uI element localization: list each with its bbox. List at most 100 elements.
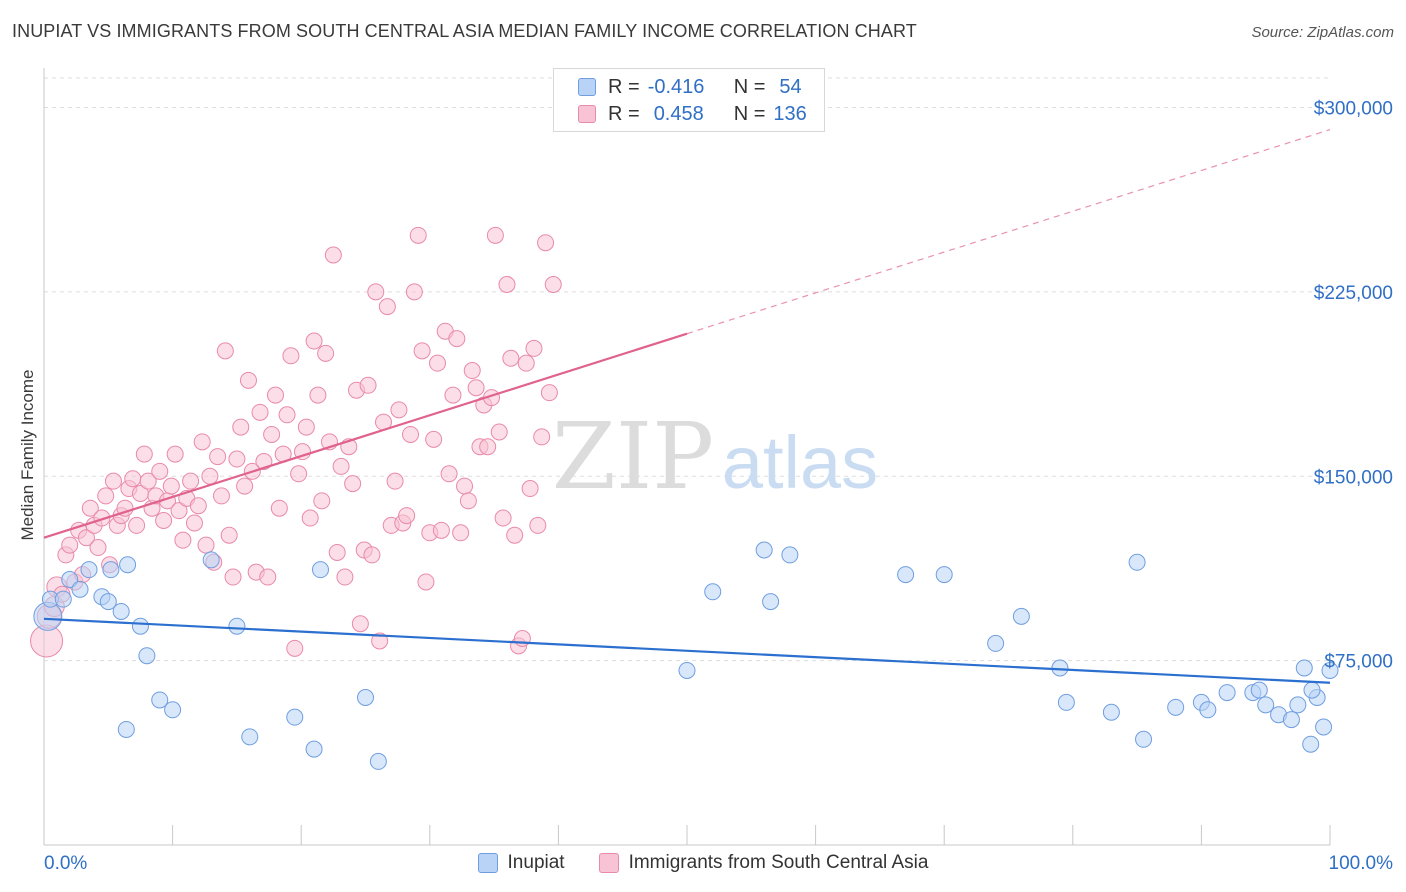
y-tick-label: $75,000 bbox=[1324, 652, 1393, 673]
inupiat-point bbox=[102, 561, 120, 579]
inupiat-point bbox=[1302, 735, 1320, 753]
trend-line-south-central-asia-extension bbox=[686, 129, 1331, 335]
trend-line-south-central-asia bbox=[43, 332, 688, 539]
legend-label-south-central-asia: Immigrants from South Central Asia bbox=[628, 852, 929, 873]
south-central-asia-point bbox=[297, 418, 315, 436]
south-central-asia-point bbox=[371, 632, 389, 650]
south-central-asia-point bbox=[81, 499, 99, 517]
south-central-asia-point bbox=[278, 406, 296, 424]
south-central-asia-point bbox=[425, 430, 443, 448]
south-central-asia-point bbox=[459, 492, 477, 510]
inupiat-point bbox=[112, 602, 130, 620]
trend-lines bbox=[43, 129, 1331, 684]
south-central-asia-point bbox=[139, 472, 157, 490]
inupiat-point bbox=[202, 551, 220, 569]
legend-item-south-central-asia[interactable]: Immigrants from South Central Asia bbox=[598, 852, 929, 874]
south-central-asia-point bbox=[286, 639, 304, 657]
legend-swatch-south-central-asia bbox=[578, 105, 596, 123]
inupiat-point bbox=[241, 728, 259, 746]
legend-row-inupiat: R = -0.416 N = 54 bbox=[578, 75, 802, 99]
watermark-zip: ZIP bbox=[552, 403, 714, 510]
inupiat-point bbox=[286, 708, 304, 726]
trend-line-inupiat bbox=[43, 617, 1331, 684]
inupiat-point bbox=[1102, 703, 1120, 721]
south-central-asia-point bbox=[151, 462, 169, 480]
south-central-asia-point bbox=[212, 487, 230, 505]
south-central-asia-point bbox=[363, 546, 381, 564]
south-central-asia-point bbox=[309, 386, 327, 404]
south-central-asia-point bbox=[525, 339, 543, 357]
inupiat-point bbox=[1315, 718, 1333, 736]
south-central-asia-point bbox=[448, 330, 466, 348]
south-central-asia-point bbox=[463, 362, 481, 380]
south-central-asia-point bbox=[517, 354, 535, 372]
tick-labels: $75,000 $150,000 $225,000 $300,000 0.0% 100.0… bbox=[44, 99, 1393, 875]
south-central-asia-point bbox=[544, 276, 562, 293]
south-central-asia-point bbox=[128, 516, 146, 534]
inupiat-point bbox=[99, 593, 117, 611]
south-central-asia-point bbox=[502, 349, 520, 367]
inupiat-point bbox=[1218, 684, 1236, 702]
south-central-asia-point bbox=[336, 568, 354, 586]
south-central-asia-point bbox=[239, 371, 257, 389]
south-central-asia-point bbox=[359, 376, 377, 394]
inupiat-point bbox=[164, 701, 182, 719]
south-central-asia-point bbox=[413, 342, 431, 360]
south-central-asia-point bbox=[467, 379, 485, 397]
south-central-asia-point bbox=[332, 457, 350, 475]
inupiat-point bbox=[1012, 607, 1030, 625]
south-central-asia-point bbox=[540, 384, 558, 402]
inupiat-point bbox=[1135, 730, 1153, 748]
south-central-asia-point bbox=[174, 531, 192, 549]
south-central-asia-point bbox=[155, 512, 173, 529]
inupiat-point bbox=[755, 541, 773, 559]
south-central-asia-point bbox=[305, 332, 323, 350]
inupiat-point bbox=[1257, 696, 1275, 714]
south-central-asia-point bbox=[220, 526, 238, 544]
south-central-asia-point bbox=[197, 536, 215, 554]
y-tick-label: $300,000 bbox=[1314, 99, 1393, 120]
legend-r-value: 0.458 bbox=[653, 102, 704, 125]
legend-n-value: 54 bbox=[779, 75, 802, 98]
inupiat-point bbox=[1250, 681, 1268, 699]
south-central-asia-point bbox=[193, 433, 211, 451]
south-central-asia-point bbox=[301, 509, 319, 527]
legend-swatch-inupiat bbox=[477, 853, 498, 873]
south-central-asia-point bbox=[182, 472, 200, 490]
inupiat-point bbox=[119, 556, 137, 574]
inupiat-point bbox=[305, 740, 323, 758]
south-central-asia-point bbox=[405, 283, 423, 301]
south-central-asia-point bbox=[266, 386, 284, 404]
inupiat-point bbox=[369, 752, 387, 770]
south-central-asia-point bbox=[417, 573, 435, 591]
inupiat-point bbox=[80, 561, 98, 579]
south-central-asia-point bbox=[313, 492, 331, 510]
south-central-asia-point bbox=[251, 403, 269, 421]
south-central-asia-point bbox=[506, 526, 524, 544]
south-central-asia-point bbox=[185, 514, 203, 532]
south-central-asia-point bbox=[351, 615, 369, 633]
south-central-asia-point bbox=[61, 536, 79, 554]
inupiat-point bbox=[987, 634, 1005, 652]
inupiat-point bbox=[71, 580, 89, 598]
legend-n-label: N = bbox=[733, 102, 766, 125]
inupiat-point bbox=[762, 593, 780, 611]
legend-n-label: N = bbox=[733, 75, 766, 98]
inupiat-point bbox=[138, 647, 156, 665]
inupiat-point bbox=[1128, 553, 1146, 571]
legend-r-label: R = bbox=[608, 102, 640, 125]
south-central-asia-point bbox=[390, 401, 408, 419]
inupiat-point bbox=[1167, 698, 1185, 716]
south-central-asia-point bbox=[452, 524, 470, 542]
inupiat-point bbox=[897, 566, 915, 584]
south-central-asia-point bbox=[209, 448, 227, 466]
legend-item-inupiat[interactable]: Inupiat bbox=[477, 852, 565, 874]
legend-n-value: 136 bbox=[773, 102, 807, 125]
south-central-asia-point bbox=[533, 428, 551, 446]
south-central-asia-point bbox=[162, 477, 180, 495]
south-central-asia-point bbox=[255, 453, 273, 470]
inupiat-point bbox=[1199, 701, 1217, 719]
south-central-asia-point bbox=[521, 480, 539, 498]
south-central-asia-point bbox=[97, 487, 115, 505]
